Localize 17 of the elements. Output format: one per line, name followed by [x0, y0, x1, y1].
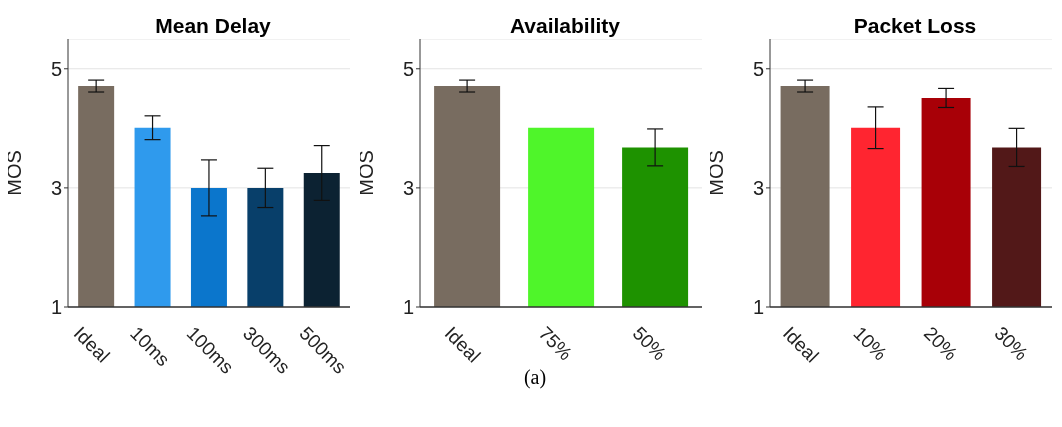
y-axis-title: MOS — [705, 150, 728, 196]
y-tick-label: 3 — [752, 176, 764, 199]
y-tick-label: 5 — [50, 57, 62, 80]
chart-title: Packet Loss — [852, 14, 978, 38]
y-tick-label: 1 — [50, 296, 62, 319]
y-tick-label: 3 — [402, 176, 414, 199]
y-tick-label: 1 — [402, 296, 414, 319]
text: (a) — [522, 366, 548, 389]
y-tick-label: 5 — [752, 57, 764, 80]
y-tick-label: 5 — [402, 57, 414, 80]
x-tick-label: 10% — [849, 322, 892, 365]
y-axis-title: MOS — [355, 150, 378, 196]
y-tick-label: 3 — [50, 176, 62, 199]
chart-title: Availability — [508, 14, 622, 38]
y-axis-title: MOS — [3, 150, 26, 196]
chart-title: Mean Delay — [154, 14, 272, 38]
y-tick-label: 1 — [752, 296, 764, 319]
